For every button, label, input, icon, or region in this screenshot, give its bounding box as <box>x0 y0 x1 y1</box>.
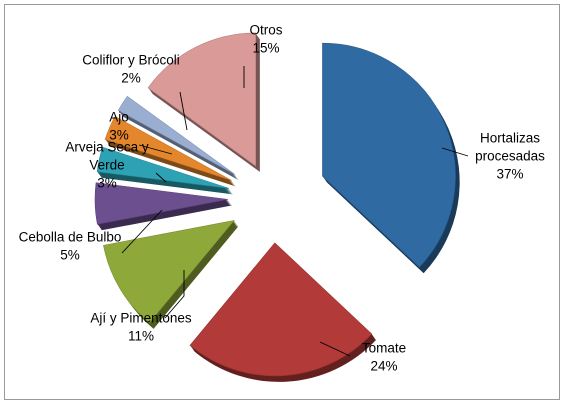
leader-line-hortalizas-procesadas <box>441 147 469 157</box>
data-label-name-cebolla-de-bulbo: Cebolla de Bulbo <box>19 230 122 245</box>
data-label-name-otros: Otros <box>249 23 282 38</box>
leader-line-arveja-seca-y-verde <box>155 172 167 183</box>
data-label-name-aji-y-pimentones: Ají y Pimentones <box>90 311 192 326</box>
data-label-value-arveja-seca-y-verde: 3% <box>97 176 117 191</box>
leader-line-ajo <box>138 144 173 155</box>
data-label-name-arveja-seca-y-verde: Arveja Seca y <box>65 140 149 155</box>
slice-hortalizas-procesadas <box>322 42 456 268</box>
data-label-name-arveja-seca-y-verde: Verde <box>89 158 124 173</box>
slice-ajo <box>104 116 232 181</box>
slice-cebolla-de-bulbo <box>94 182 229 225</box>
leader-line-cebolla-de-bulbo <box>121 209 163 254</box>
data-label-name-ajo: Ajo <box>109 110 129 125</box>
data-label-value-otros: 15% <box>252 41 279 56</box>
slice-tomate <box>189 242 373 377</box>
slice-coliflor-y-brocoli <box>117 95 236 175</box>
data-label-value-tomate: 24% <box>370 359 397 374</box>
leader-line-aji-y-pimentones <box>164 270 185 319</box>
data-label-value-aji-y-pimentones: 11% <box>128 329 154 344</box>
leader-line-coliflor-y-brocoli <box>179 91 188 131</box>
data-label-value-ajo: 3% <box>109 128 129 143</box>
data-label-name-hortalizas-procesadas: procesadas <box>475 149 545 164</box>
data-label-name-hortalizas-procesadas: Hortalizas <box>480 131 540 146</box>
slice-aji-y-pimentones <box>103 219 235 324</box>
slice-otros <box>147 32 256 167</box>
data-label-name-coliflor-y-brocoli: Coliflor y Brócoli <box>82 53 180 68</box>
slice-arveja-seca-y-verde <box>96 146 230 189</box>
data-label-name-tomate: Tomate <box>362 341 406 356</box>
data-label-value-hortalizas-procesadas: 37% <box>496 167 523 182</box>
data-label-value-coliflor-y-brocoli: 2% <box>121 71 141 86</box>
leader-line-tomate <box>319 341 351 357</box>
data-label-value-cebolla-de-bulbo: 5% <box>60 248 80 263</box>
